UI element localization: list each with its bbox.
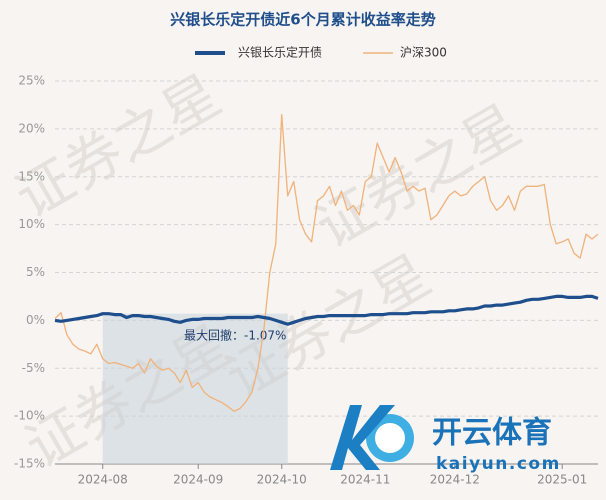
y-tick-label: 5% [26,265,45,279]
series-line [54,113,599,412]
y-tick-label: -10% [14,409,45,423]
x-tick-label: 2024-09 [173,473,223,487]
chart-title: 兴银长乐定开债近6个月累计收益率走势 [170,11,435,29]
drawdown-area [102,313,288,464]
x-tick-label: 2024-10 [257,473,307,487]
logo-url: kaiyun.com [436,454,561,474]
annotation: 最大回撤：-1.07% [184,328,286,343]
y-tick-label: -5% [22,361,45,375]
y-tick-label: 10% [18,217,45,231]
legend-label: 兴银长乐定开债 [238,45,322,60]
x-tick-label: 2024-12 [430,473,480,487]
logo: 开云体育 kaiyun.com [330,405,561,474]
legend-label: 沪深300 [400,46,447,60]
y-tick-label: 20% [18,121,45,135]
logo-k [330,405,395,470]
plot: -15% -10% -5% 0% 5% 10% 15% 20% 25% 最大回撤：-1.07% 20… [14,74,599,487]
x-tick-label: 2024-11 [340,473,390,487]
series-line [54,294,599,326]
y-tick-label: 15% [18,169,45,183]
y-tick-label: 0% [26,313,45,327]
logo-ball-inner [375,423,405,453]
y-tick-label: 25% [18,74,45,88]
x-tick-label: 2025-01 [537,473,587,487]
x-tick-label: 2024-08 [78,473,128,487]
logo-name: 开云体育 [432,416,552,451]
y-tick-label: -15% [14,457,45,471]
